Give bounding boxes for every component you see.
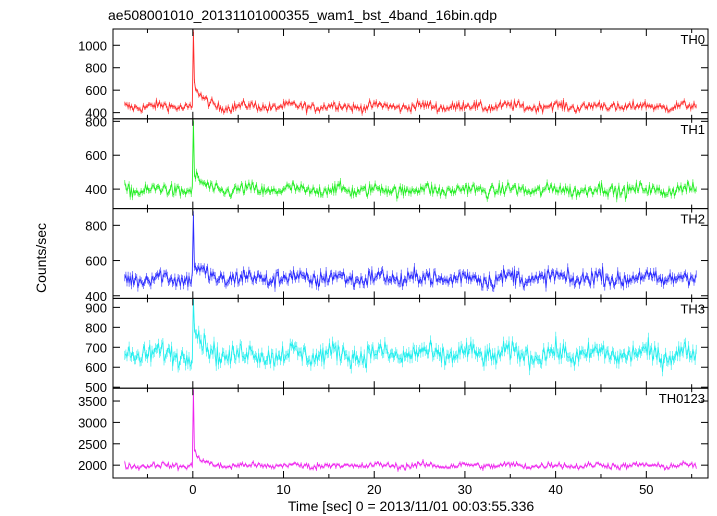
y-tick-label: 800	[85, 114, 107, 129]
y-tick-label: 400	[85, 289, 107, 304]
panel-label: TH0123	[659, 391, 705, 406]
y-axis-label: Counts/sec	[33, 223, 49, 293]
series-line	[124, 214, 697, 290]
panel-th2: 400 600 800 TH2	[85, 208, 709, 304]
panel-th0: 400 600 800 1000 TH0	[78, 28, 709, 121]
error-bars	[124, 211, 697, 292]
x-tick-label: 40	[548, 482, 562, 497]
y-tick-label: 3000	[78, 415, 107, 430]
x-axis-label: Time [sec] 0 = 2013/11/01 00:03:55.336	[288, 498, 535, 514]
y-tick-label: 600	[85, 148, 107, 163]
y-tick-label: 3500	[78, 394, 107, 409]
y-tick-label: 600	[85, 83, 107, 98]
x-tick-label: 20	[367, 482, 381, 497]
y-tick-label: 2000	[78, 458, 107, 473]
panel-th1: 400 600 800 TH1	[85, 114, 709, 210]
y-tick-label: 1000	[78, 38, 107, 53]
y-tick-label: 600	[85, 254, 107, 269]
y-tick-label: 800	[85, 320, 107, 335]
panel-label: TH0	[680, 32, 705, 47]
chart-title: ae508001010_20131101000355_wam1_bst_4ban…	[108, 7, 497, 23]
series-line	[124, 121, 697, 201]
x-tick-label: 30	[458, 482, 472, 497]
y-tick-label: 800	[85, 218, 107, 233]
series-line	[124, 390, 697, 473]
series-th1	[124, 118, 697, 203]
y-tick-label: 700	[85, 340, 107, 355]
y-tick-label: 400	[85, 106, 107, 121]
error-bars	[124, 298, 697, 377]
series-th3	[124, 298, 697, 377]
x-tick-label: 50	[639, 482, 653, 497]
x-tick-label: 10	[276, 482, 290, 497]
panel-label: TH1	[680, 122, 705, 137]
error-bars	[124, 389, 697, 472]
series-th2	[124, 211, 697, 292]
x-tick-label: 0	[189, 482, 196, 497]
panel-label: TH2	[680, 212, 705, 227]
y-tick-label: 400	[85, 182, 107, 197]
series-th0123	[124, 389, 697, 473]
y-tick-label: 600	[85, 360, 107, 375]
panel-label: TH3	[680, 301, 705, 316]
series-th0	[124, 29, 697, 116]
y-tick-label: 900	[85, 300, 107, 315]
series-line	[124, 31, 697, 115]
panel-th3: 500 600 700 800 900 TH3	[85, 297, 709, 395]
panel-frame	[112, 387, 709, 479]
series-line	[124, 299, 697, 372]
panel-frame	[112, 118, 709, 210]
y-tick-label: 800	[85, 61, 107, 76]
panel-th0123: 2000 2500 3000 3500 TH0123	[78, 387, 709, 479]
y-tick-label: 500	[85, 380, 107, 395]
panel-frame	[112, 297, 709, 389]
panel-frame	[112, 208, 709, 299]
y-tick-label: 2500	[78, 437, 107, 452]
